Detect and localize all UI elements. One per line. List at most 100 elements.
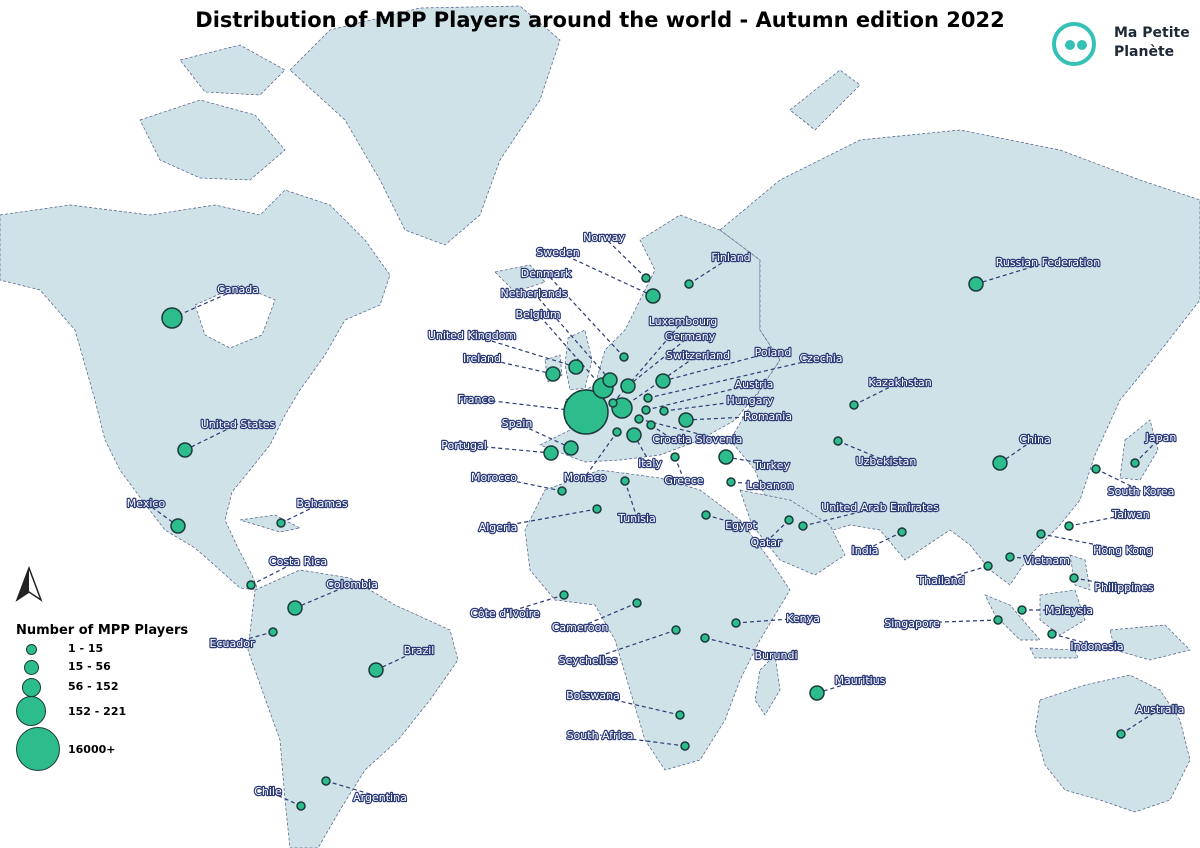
- bubble-seychelles: [671, 625, 681, 635]
- country-label-botswana: Botswana: [566, 689, 620, 702]
- country-label-russian-federation: Russian Federation: [996, 256, 1100, 269]
- land-iceland: [494, 264, 546, 293]
- country-label-south-africa: South Africa: [567, 729, 634, 742]
- country-label-bahamas: Bahamas: [296, 497, 347, 510]
- country-label-finland: Finland: [711, 251, 750, 264]
- bubble-romania: [678, 412, 694, 428]
- bubble-denmark: [619, 352, 629, 362]
- bubble-france: [563, 389, 609, 435]
- bubble-uzbekistan: [833, 436, 843, 446]
- country-label-mexico: Mexico: [127, 497, 166, 510]
- leader-line-turkey: [725, 456, 773, 466]
- bubble-norway: [641, 273, 651, 283]
- bubble-colombia: [287, 600, 303, 616]
- country-label-austria: Austria: [735, 378, 774, 391]
- leader-line-united-states: [184, 423, 239, 451]
- leader-line-japan: [1134, 436, 1162, 464]
- bubble-united-states: [177, 442, 193, 458]
- bubble-portugal: [543, 445, 559, 461]
- leader-line-taiwan: [1068, 513, 1132, 527]
- bubble-russian-federation: [968, 276, 984, 292]
- land-philippines: [1069, 554, 1091, 591]
- bubble-costa-rica: [246, 580, 256, 590]
- country-label-monaco: Monaco: [564, 471, 607, 484]
- country-label-vietnam: Vietnam: [1024, 554, 1070, 567]
- country-label-slovenia: Slovenia: [696, 433, 743, 446]
- leader-line-south-korea: [1095, 468, 1142, 492]
- land-africa: [524, 469, 791, 771]
- leader-line-norway: [603, 236, 647, 279]
- bubble-united-arab-emirates: [798, 521, 808, 531]
- leader-line-croatia: [650, 424, 673, 440]
- country-labels: Canada United States Mexico Bahamas Costa Ri…: [126, 230, 1186, 805]
- bubble-c-te-d-ivoire: [559, 590, 569, 600]
- leader-line-czechia: [647, 357, 822, 399]
- country-label-india: India: [852, 544, 879, 557]
- legend-symbol: [22, 678, 41, 697]
- country-label-germany: Germany: [665, 330, 716, 343]
- leader-line-australia: [1120, 708, 1161, 735]
- country-label-poland: Poland: [755, 346, 792, 359]
- bubble-netherlands: [602, 372, 618, 388]
- country-label-hong-kong: Hong Kong: [1093, 544, 1153, 557]
- country-label-united-states: United States: [201, 418, 276, 431]
- bubble-monaco: [612, 427, 622, 437]
- leader-line-netherlands: [533, 292, 611, 381]
- leader-line-united-arab-emirates: [802, 506, 881, 527]
- leader-line-hungary: [663, 399, 751, 412]
- logo-line-1: Ma Petite: [1114, 25, 1190, 41]
- country-label-brazil: Brazil: [404, 644, 435, 657]
- bubble-czechia: [643, 393, 653, 403]
- leader-line-morocco: [493, 476, 563, 492]
- bubble-south-korea: [1091, 464, 1101, 474]
- hudson-bay: [194, 284, 276, 349]
- country-label-romania: Romania: [744, 410, 792, 423]
- country-label-burundi: Burundi: [754, 649, 797, 662]
- legend-title: Number of MPP Players: [16, 623, 189, 638]
- leader-line-costa-rica: [250, 560, 299, 586]
- leader-line-argentina: [325, 780, 381, 798]
- country-label-costa-rica: Costa Rica: [269, 555, 327, 568]
- country-label-malaysia: Malaysia: [1045, 604, 1093, 617]
- leader-line-canada: [171, 288, 239, 319]
- bubble-botswana: [675, 710, 685, 720]
- land-borneo: [1039, 589, 1086, 636]
- country-label-kenya: Kenya: [786, 612, 820, 625]
- land-arabia: [739, 489, 846, 576]
- ma-petite-planete-logo: Ma Petite Planète: [1052, 20, 1192, 76]
- country-label-portugal: Portugal: [441, 439, 487, 452]
- north-arrow-icon: [15, 566, 43, 602]
- bubble-kazakhstan: [849, 400, 859, 410]
- bubble-bahamas: [276, 518, 286, 528]
- country-label-france: France: [458, 393, 495, 406]
- country-label-c-te-d-ivoire: Côte d'Ivoire: [470, 607, 540, 620]
- bubble-taiwan: [1064, 521, 1074, 531]
- leader-line-vietnam: [1009, 556, 1048, 561]
- country-label-qatar: Qatar: [751, 536, 782, 549]
- country-label-thailand: Thailand: [916, 574, 964, 587]
- logo-eye-icon: [1065, 40, 1075, 50]
- logo-eye-icon: [1077, 40, 1087, 50]
- country-label-argentina: Argentina: [353, 791, 407, 804]
- leader-line-belgium: [537, 313, 604, 389]
- bubble-italy: [626, 427, 642, 443]
- bubble-vietnam: [1005, 552, 1015, 562]
- leader-line-italy: [633, 434, 651, 464]
- country-label-morocco: Morocco: [471, 471, 517, 484]
- country-label-taiwan: Taiwan: [1111, 508, 1149, 521]
- legend: Number of MPP Players 1 - 15 15 - 56 56 …: [16, 623, 216, 773]
- country-label-norway: Norway: [583, 231, 625, 244]
- country-label-cameroon: Cameroon: [552, 621, 609, 634]
- legend-symbol: [26, 644, 37, 655]
- legend-symbol: [24, 660, 39, 675]
- leader-line-brazil: [375, 649, 420, 671]
- bubbles: [161, 273, 1140, 811]
- country-label-croatia: Croatia: [652, 433, 692, 446]
- bubble-ireland: [545, 366, 561, 382]
- land-asia: [719, 129, 1200, 586]
- logo-face-icon: [1052, 22, 1096, 66]
- bubble-egypt: [701, 510, 711, 520]
- land-greenland: [289, 5, 561, 246]
- bubble-japan: [1130, 458, 1140, 468]
